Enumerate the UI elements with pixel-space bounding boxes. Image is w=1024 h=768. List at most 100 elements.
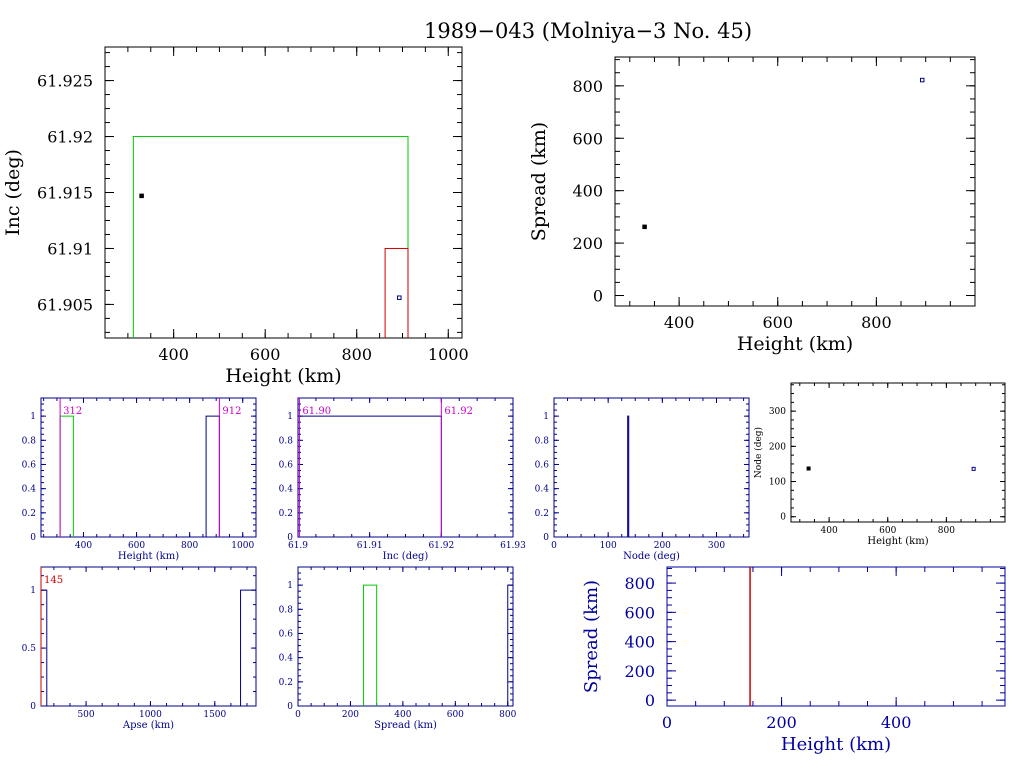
inc-histogram-xtick-label: 61.93 — [500, 541, 526, 551]
node-histogram-ytick-label: 0.8 — [535, 436, 550, 446]
height-histogram-xtick-label: 400 — [75, 541, 92, 551]
apse-histogram-frame — [40, 566, 257, 707]
node-vs-height-ylabel: Node (deg) — [753, 427, 764, 478]
spread-vs-height-point — [919, 77, 925, 83]
inc-vs-height-box — [384, 247, 409, 338]
node-histogram-xlabel: Node (deg) — [623, 551, 680, 562]
inc-histogram-marker-label: 61.92 — [444, 406, 473, 417]
inc-vs-height-point — [139, 193, 144, 199]
inc-histogram-bar — [298, 415, 442, 537]
spread-vs-height-frame — [614, 56, 976, 307]
node-vs-height-frame — [790, 382, 1006, 523]
spread-histogram-xtick-label: 200 — [342, 710, 359, 720]
apse-histogram-xtick-label: 1000 — [139, 710, 162, 720]
inc-histogram-xtick-label: 61.91 — [357, 541, 383, 551]
spread-histogram-ytick-label: 0.6 — [279, 629, 294, 639]
height-histogram-ytick-label: 0.2 — [22, 509, 36, 519]
height-histogram-frame — [40, 397, 257, 538]
height-histogram-xlabel: Height (km) — [118, 551, 179, 562]
spread-vs-height-2-ytick-label: 600 — [624, 603, 655, 622]
spread-vs-height-2-ytick-label: 800 — [624, 574, 655, 593]
spread-vs-height-2-xlabel: Height (km) — [781, 734, 891, 755]
spread-histogram-frame — [297, 566, 514, 707]
spread-vs-height-2-xtick-label: 400 — [881, 713, 912, 732]
spread-vs-height-2-chart: 0 200 400 0 200 400 600 800 Height (km) Spread (k… — [581, 566, 1006, 755]
node-vs-height-plot-area — [806, 466, 976, 471]
spread-vs-height-xtick-label: 600 — [762, 313, 793, 332]
node-vs-height-ytick-label: 0 — [780, 513, 786, 523]
node-vs-height-xtick-label: 400 — [821, 526, 838, 536]
inc-vs-height-ytick-label: 61.92 — [47, 128, 93, 147]
apse-histogram-xlabel: Apse (km) — [122, 720, 174, 731]
inc-histogram-ytick-label: 0 — [287, 533, 293, 543]
apse-histogram-ytick-label: 0 — [30, 702, 36, 712]
node-vs-height-xtick-label: 600 — [879, 526, 896, 536]
height-histogram-xtick-label: 1000 — [231, 541, 254, 551]
node-vs-height-point — [806, 466, 811, 471]
node-histogram-xtick-label: 100 — [600, 541, 617, 551]
inc-vs-height-ytick-label: 61.925 — [37, 72, 93, 91]
inc-histogram-chart: 61.9 61.91 61.92 61.93 0 0.2 0.4 0.6 0.8 1 Inc (de… — [279, 397, 526, 562]
spread-vs-height-ytick-label: 200 — [572, 234, 603, 253]
inc-vs-height-xtick-label: 800 — [341, 345, 372, 364]
inc-histogram-xtick-label: 61.9 — [288, 541, 308, 551]
inc-histogram-xlabel: Inc (deg) — [383, 551, 429, 562]
spread-vs-height-2-ylabel: Spread (km) — [581, 580, 602, 693]
spread-histogram-ytick-label: 0.2 — [279, 678, 293, 688]
spread-vs-height-2-xtick-label: 200 — [766, 713, 797, 732]
inc-vs-height-ytick-label: 61.905 — [37, 295, 93, 314]
spread-vs-height-ylabel: Spread (km) — [528, 122, 550, 241]
inc-vs-height-plot-area — [132, 136, 409, 338]
inc-vs-height-xtick-label: 600 — [250, 345, 281, 364]
node-histogram-xtick-label: 200 — [654, 541, 671, 551]
height-histogram-marker-label: 912 — [222, 406, 241, 417]
node-histogram-xtick-label: 300 — [708, 541, 725, 551]
height-histogram-ytick-label: 0.4 — [22, 485, 37, 495]
apse-histogram-marker-label: 145 — [44, 575, 63, 586]
spread-vs-height-xtick-label: 800 — [861, 313, 892, 332]
height-histogram-ytick-label: 0 — [30, 533, 36, 543]
height-histogram-ytick-label: 0.6 — [22, 460, 37, 470]
inc-histogram-frame — [297, 397, 514, 538]
node-vs-height-chart: 400 600 800 0 100 200 300 Height (km) Node (deg) — [753, 382, 1006, 547]
node-histogram-ytick-label: 0.4 — [535, 485, 550, 495]
height-histogram-chart: 400 600 800 1000 0 0.2 0.4 0.6 0.8 1 Height (km) 31… — [22, 397, 257, 562]
inc-histogram-ytick-label: 0.8 — [279, 436, 294, 446]
inc-histogram-plot-area — [298, 415, 442, 537]
inc-vs-height-ytick-label: 61.915 — [37, 184, 93, 203]
height-histogram-plot-area — [59, 415, 220, 537]
height-histogram-xtick-label: 600 — [128, 541, 145, 551]
node-vs-height-xtick-label: 800 — [938, 526, 955, 536]
inc-histogram-ytick-label: 1 — [287, 412, 293, 422]
spread-vs-height-2-ytick-label: 0 — [645, 691, 655, 710]
height-histogram-bar — [205, 415, 220, 537]
node-histogram-ytick-label: 0 — [543, 533, 549, 543]
spread-vs-height-xlabel: Height (km) — [737, 333, 853, 355]
inc-vs-height-chart: 400 600 800 1000 61.905 61.91 61.915 61.92 61.92… — [2, 46, 469, 387]
figure-title: 1989−043 (Molniya−3 No. 45) — [424, 19, 752, 43]
inc-histogram-ytick-label: 0.6 — [279, 460, 294, 470]
spread-histogram-ytick-label: 0.4 — [279, 654, 294, 664]
spread-histogram-ytick-label: 0 — [287, 702, 293, 712]
spread-vs-height-2-ytick-label: 400 — [624, 633, 655, 652]
spread-histogram-plot-area — [363, 584, 513, 706]
height-histogram-ytick-label: 1 — [30, 412, 36, 422]
node-vs-height-xlabel: Height (km) — [867, 536, 928, 547]
apse-histogram-ytick-label: 0.5 — [22, 644, 37, 654]
node-histogram-frame — [553, 397, 750, 538]
node-histogram-chart: 0 100 200 300 0 0.2 0.4 0.6 0.8 1 Node (deg) — [535, 397, 750, 562]
inc-vs-height-xtick-label: 1000 — [428, 345, 469, 364]
inc-vs-height-point — [397, 295, 402, 300]
spread-vs-height-point — [642, 224, 647, 230]
spread-histogram-bar — [507, 584, 513, 706]
spread-histogram-chart: 0 200 400 600 800 0 0.2 0.4 0.6 0.8 1 Spread (km) — [279, 566, 517, 731]
spread-histogram-ytick-label: 0.8 — [279, 605, 294, 615]
spread-histogram-bar — [363, 584, 378, 706]
height-histogram-xtick-label: 800 — [181, 541, 198, 551]
node-vs-height-ytick-label: 200 — [769, 442, 786, 452]
apse-histogram-bar — [240, 589, 256, 706]
node-histogram-xtick-label: 0 — [551, 541, 557, 551]
spread-vs-height-ytick-label: 800 — [572, 77, 603, 96]
height-histogram-marker-label: 312 — [63, 406, 82, 417]
apse-histogram-chart: 500 1000 1500 0 0.5 1 Apse (km) 145 — [22, 566, 257, 731]
